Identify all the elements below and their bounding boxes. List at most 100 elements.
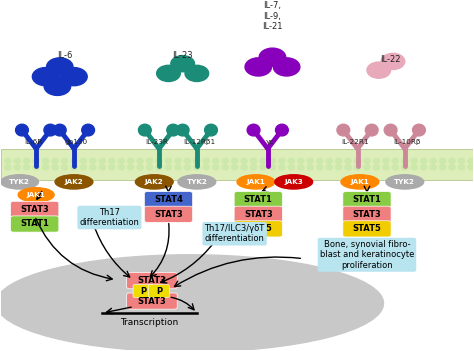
Ellipse shape	[43, 158, 49, 164]
Ellipse shape	[298, 158, 304, 164]
FancyBboxPatch shape	[145, 206, 192, 223]
Ellipse shape	[82, 124, 94, 136]
Ellipse shape	[288, 158, 294, 164]
Ellipse shape	[71, 158, 77, 164]
Ellipse shape	[241, 165, 247, 170]
FancyBboxPatch shape	[10, 201, 59, 218]
Text: STAT3: STAT3	[154, 210, 183, 219]
Ellipse shape	[24, 165, 30, 170]
Ellipse shape	[317, 165, 323, 170]
Ellipse shape	[275, 175, 313, 189]
Ellipse shape	[269, 158, 275, 164]
Text: JAK1: JAK1	[350, 179, 369, 185]
Ellipse shape	[62, 165, 68, 170]
Ellipse shape	[18, 188, 54, 202]
Ellipse shape	[355, 158, 361, 164]
Ellipse shape	[52, 158, 58, 164]
Ellipse shape	[269, 165, 275, 170]
Text: Transcription: Transcription	[120, 318, 179, 327]
FancyBboxPatch shape	[234, 192, 283, 208]
FancyBboxPatch shape	[145, 192, 192, 208]
Ellipse shape	[288, 165, 294, 170]
Text: gp130: gp130	[65, 139, 88, 145]
Ellipse shape	[109, 165, 115, 170]
Ellipse shape	[165, 165, 172, 170]
Ellipse shape	[250, 165, 256, 170]
Ellipse shape	[167, 124, 180, 136]
Ellipse shape	[44, 124, 57, 136]
Ellipse shape	[184, 165, 191, 170]
Ellipse shape	[90, 165, 96, 170]
Ellipse shape	[341, 175, 379, 189]
Ellipse shape	[374, 165, 380, 170]
FancyBboxPatch shape	[234, 206, 283, 223]
Ellipse shape	[420, 158, 427, 164]
Text: STAT5: STAT5	[353, 224, 382, 233]
Text: Bone, synovial fibro-
blast and keratinocyte
proliferation: Bone, synovial fibro- blast and keratino…	[320, 240, 414, 270]
Ellipse shape	[222, 165, 228, 170]
Ellipse shape	[109, 158, 115, 164]
Ellipse shape	[317, 158, 323, 164]
Circle shape	[185, 65, 209, 81]
Ellipse shape	[213, 158, 219, 164]
Bar	[0, 148, 474, 180]
Ellipse shape	[241, 158, 247, 164]
Ellipse shape	[178, 175, 216, 189]
Ellipse shape	[33, 158, 39, 164]
Ellipse shape	[99, 165, 105, 170]
Ellipse shape	[364, 165, 370, 170]
Ellipse shape	[0, 175, 38, 189]
Ellipse shape	[146, 158, 153, 164]
Circle shape	[171, 55, 194, 72]
Ellipse shape	[16, 124, 28, 136]
Circle shape	[259, 48, 286, 66]
Ellipse shape	[14, 158, 20, 164]
FancyBboxPatch shape	[343, 206, 391, 223]
Text: TYK2: TYK2	[186, 179, 207, 185]
Ellipse shape	[5, 165, 11, 170]
Ellipse shape	[307, 165, 313, 170]
Text: P: P	[156, 286, 162, 296]
Ellipse shape	[468, 158, 474, 164]
Ellipse shape	[213, 165, 219, 170]
Ellipse shape	[118, 158, 124, 164]
Circle shape	[46, 58, 73, 76]
Ellipse shape	[237, 175, 275, 189]
Ellipse shape	[175, 165, 181, 170]
Circle shape	[367, 62, 391, 78]
Text: STAT5: STAT5	[244, 224, 273, 233]
Ellipse shape	[222, 158, 228, 164]
Ellipse shape	[279, 158, 285, 164]
Ellipse shape	[430, 165, 436, 170]
Ellipse shape	[458, 158, 465, 164]
FancyBboxPatch shape	[234, 221, 283, 237]
FancyBboxPatch shape	[127, 293, 177, 309]
Ellipse shape	[128, 158, 134, 164]
Ellipse shape	[392, 165, 398, 170]
Ellipse shape	[326, 158, 332, 164]
Ellipse shape	[411, 158, 417, 164]
Circle shape	[32, 68, 59, 86]
Ellipse shape	[326, 165, 332, 170]
Ellipse shape	[345, 158, 351, 164]
Ellipse shape	[55, 175, 93, 189]
Ellipse shape	[138, 124, 151, 136]
Text: IL-6R: IL-6R	[25, 139, 43, 145]
Text: IL-7,
IL-9,
IL-21: IL-7, IL-9, IL-21	[262, 1, 283, 31]
Ellipse shape	[260, 165, 266, 170]
Ellipse shape	[90, 158, 96, 164]
Circle shape	[273, 58, 300, 76]
Ellipse shape	[411, 165, 417, 170]
Text: Th17/ILC3/γδT
differentiation: Th17/ILC3/γδT differentiation	[204, 224, 265, 243]
Ellipse shape	[449, 158, 455, 164]
Ellipse shape	[250, 158, 256, 164]
Ellipse shape	[203, 158, 210, 164]
Ellipse shape	[43, 165, 49, 170]
Text: STAT1: STAT1	[20, 219, 49, 229]
Text: STAT3: STAT3	[137, 276, 166, 285]
Ellipse shape	[165, 158, 172, 164]
Ellipse shape	[365, 124, 378, 136]
Ellipse shape	[5, 158, 11, 164]
Ellipse shape	[298, 165, 304, 170]
Ellipse shape	[194, 158, 200, 164]
